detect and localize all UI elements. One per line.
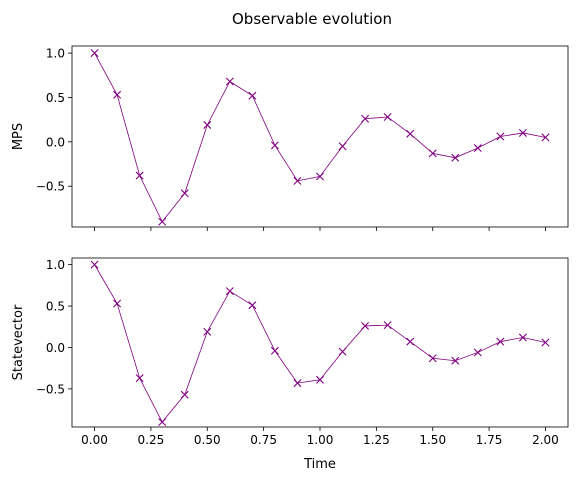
data-point-marker [113, 299, 122, 308]
data-point-marker [270, 141, 279, 150]
data-point-marker [518, 333, 527, 342]
y-axis-label: Statevector [11, 304, 26, 380]
x-tick-label: 1.25 [363, 433, 390, 447]
data-point-marker [90, 49, 99, 58]
data-point-marker [293, 379, 302, 388]
data-point-marker [383, 321, 392, 330]
data-point-marker [203, 327, 212, 336]
x-tick-label: 1.75 [476, 433, 503, 447]
y-tick-label: 1.0 [46, 47, 65, 61]
data-point-marker [225, 287, 234, 296]
data-point-marker [225, 77, 234, 86]
data-point-marker [338, 347, 347, 356]
y-tick-label: −0.5 [36, 382, 65, 396]
x-tick-label: 0.50 [194, 433, 221, 447]
data-point-marker [203, 120, 212, 129]
data-point-marker [473, 144, 482, 153]
x-tick-label: 2.00 [532, 433, 559, 447]
data-point-marker [113, 90, 122, 99]
data-point-marker [473, 348, 482, 357]
axes-frame [71, 257, 569, 428]
data-point-marker [541, 338, 550, 347]
series-line [94, 52, 546, 223]
chart-title: Observable evolution [232, 10, 392, 28]
data-point-marker [270, 346, 279, 355]
x-tick-label: 0.75 [250, 433, 277, 447]
series-line [94, 264, 546, 423]
x-tick-label: 0.25 [138, 433, 165, 447]
data-point-marker [293, 176, 302, 185]
data-point-marker [541, 133, 550, 142]
axes-frame [71, 45, 569, 228]
data-point-marker [518, 128, 527, 137]
data-point-marker [248, 91, 257, 100]
data-point-marker [158, 217, 167, 226]
data-point-marker [180, 189, 189, 198]
data-point-marker [496, 132, 505, 141]
data-point-marker [383, 112, 392, 121]
y-tick-label: 1.0 [46, 258, 65, 272]
y-axis-label: MPS [11, 123, 26, 150]
y-tick-label: 0.0 [46, 341, 65, 355]
data-point-marker [248, 301, 257, 310]
data-point-marker [135, 171, 144, 180]
y-tick-label: 0.5 [46, 300, 65, 314]
data-point-marker [406, 129, 415, 138]
data-point-marker [428, 149, 437, 158]
x-tick-label: 0.00 [81, 433, 108, 447]
x-axis-label: Time [303, 457, 336, 472]
data-point-marker [451, 153, 460, 162]
data-point-marker [361, 114, 370, 123]
data-point-marker [428, 354, 437, 363]
data-point-marker [316, 172, 324, 181]
data-point-marker [338, 142, 347, 151]
y-tick-label: 0.0 [46, 135, 65, 149]
data-point-marker [135, 374, 144, 383]
data-point-marker [451, 356, 460, 365]
data-point-marker [361, 321, 370, 330]
x-tick-label: 1.00 [307, 433, 334, 447]
y-tick-label: 0.5 [46, 91, 65, 105]
data-point-marker [406, 337, 415, 346]
data-point-marker [496, 337, 505, 346]
data-point-marker [90, 260, 99, 269]
y-tick-label: −0.5 [36, 180, 65, 194]
data-point-marker [180, 390, 189, 399]
data-point-marker [316, 375, 324, 384]
x-tick-label: 1.50 [419, 433, 446, 447]
data-point-marker [158, 418, 167, 427]
